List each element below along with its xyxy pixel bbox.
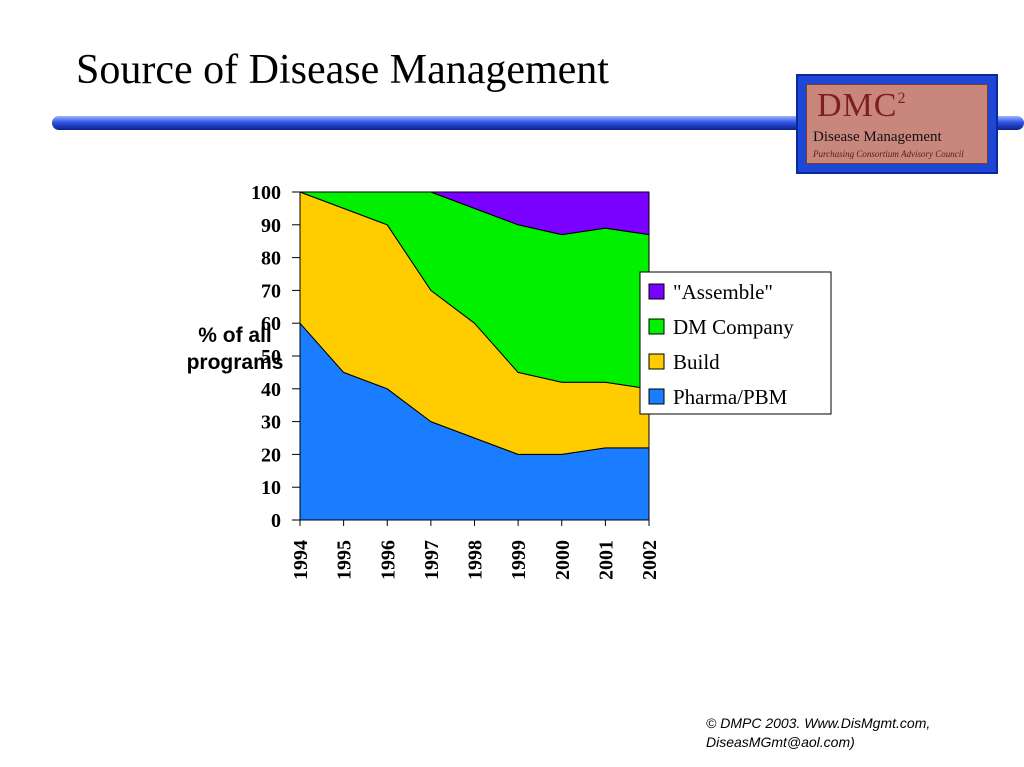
legend-label: "Assemble" (673, 280, 773, 304)
y-tick-label: 20 (261, 444, 281, 466)
logo-subtitle: Disease Management (813, 129, 942, 145)
y-tick-label: 0 (271, 510, 281, 532)
footer-line-2: DiseasMGmt@aol.com) (706, 734, 855, 750)
x-tick-label: 1997 (421, 540, 443, 580)
y-tick-label: 100 (251, 182, 281, 204)
x-tick-label: 1994 (290, 540, 312, 580)
logo-tagline: Purchasing Consortium Advisory Council (813, 149, 964, 159)
dmc-logo: DMC2 Disease Management Purchasing Conso… (796, 74, 998, 174)
x-tick-label: 2002 (639, 540, 661, 580)
x-tick-label: 2001 (595, 540, 617, 580)
title-divider (52, 116, 1024, 130)
x-tick-label: 1998 (465, 540, 487, 580)
y-tick-label: 90 (261, 215, 281, 237)
y-tick-label: 10 (261, 477, 281, 499)
y-tick-label: 40 (261, 379, 281, 401)
legend-swatch (648, 283, 665, 300)
logo-mark: DMC2 (817, 87, 907, 124)
x-tick-label: 1999 (508, 540, 530, 580)
legend-label: Pharma/PBM (673, 385, 788, 409)
y-tick-label: 60 (261, 313, 281, 335)
y-tick-label: 30 (261, 412, 281, 434)
legend-label: Build (673, 350, 720, 374)
x-tick-label: 2000 (552, 540, 574, 580)
legend-swatch (648, 388, 665, 405)
y-axis-label: % of all programs (186, 324, 284, 374)
legend-swatch (648, 353, 665, 370)
legend-swatch (648, 318, 665, 335)
slide-title: Source of Disease Management (76, 47, 609, 93)
x-tick-label: 1996 (377, 540, 399, 580)
y-tick-label: 70 (261, 280, 281, 302)
area-assemble (299, 191, 650, 236)
y-tick-label: 50 (261, 346, 281, 368)
copyright-footer: © DMPC 2003. Www.DisMgmt.com, DiseasMGmt… (706, 714, 930, 752)
chart-legend (639, 271, 832, 415)
x-tick-label: 1995 (334, 540, 356, 580)
legend-label: DM Company (673, 315, 794, 339)
footer-line-1: © DMPC 2003. Www.DisMgmt.com, (706, 715, 931, 731)
y-tick-label: 80 (261, 248, 281, 270)
